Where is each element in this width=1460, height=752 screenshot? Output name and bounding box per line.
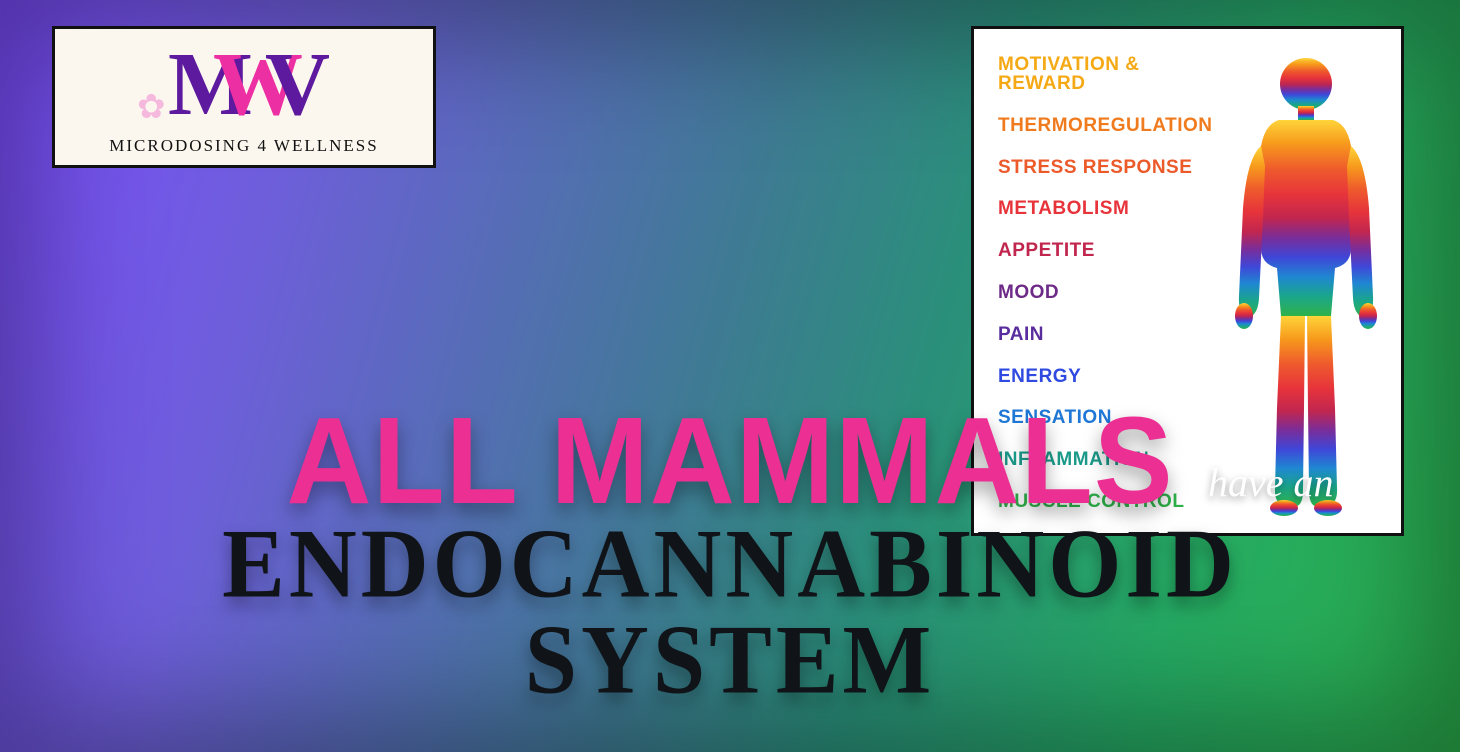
info-label: METABOLISM xyxy=(998,199,1219,218)
headline-block: ALL MAMMALS have an ENDOCANNABINOID SYST… xyxy=(0,408,1460,706)
logo-glyph-v: V xyxy=(265,40,320,130)
logo-tagline: MICRODOSING 4 WELLNESS xyxy=(109,136,378,156)
info-label: ENERGY xyxy=(998,367,1219,386)
headline-line2a: ENDOCANNABINOID xyxy=(0,516,1460,613)
info-label: MOOD xyxy=(998,283,1219,302)
info-label: PAIN xyxy=(998,325,1219,344)
leaf-icon: ✿ xyxy=(137,90,166,124)
headline-line1: ALL MAMMALS xyxy=(286,405,1173,516)
info-label: STRESS RESPONSE xyxy=(998,158,1219,177)
headline-cursive: have an xyxy=(1208,459,1334,506)
headline-line2b: SYSTEM xyxy=(0,612,1460,709)
headline-line1-wrap: ALL MAMMALS have an xyxy=(286,408,1173,514)
info-label: MOTIVATION & REWARD xyxy=(998,55,1219,93)
logo-card: ✿ M W V MICRODOSING 4 WELLNESS xyxy=(52,26,436,168)
logo-mark: ✿ M W V xyxy=(129,44,359,130)
info-label: THERMOREGULATION xyxy=(998,116,1219,135)
info-label: APPETITE xyxy=(998,241,1219,260)
